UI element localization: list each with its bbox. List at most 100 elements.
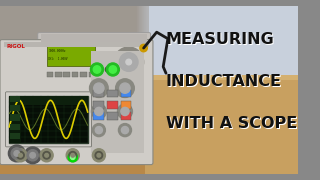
- Bar: [153, 6, 155, 76]
- Text: RIGOL: RIGOL: [6, 44, 25, 49]
- Bar: [157, 6, 158, 76]
- Text: CH1:  1.000V: CH1: 1.000V: [49, 57, 68, 61]
- FancyBboxPatch shape: [38, 33, 151, 84]
- Bar: [141, 6, 142, 76]
- Bar: [107, 101, 117, 109]
- Text: 1000.000Hz: 1000.000Hz: [49, 49, 66, 53]
- Circle shape: [95, 127, 102, 134]
- Bar: [138, 6, 140, 76]
- Circle shape: [103, 64, 114, 75]
- Bar: [92, 51, 144, 153]
- Text: WITH A SCOPE: WITH A SCOPE: [166, 116, 297, 131]
- Circle shape: [121, 127, 129, 134]
- Bar: [41, 34, 147, 42]
- Bar: [9, 96, 88, 143]
- Bar: [9, 96, 20, 143]
- Circle shape: [11, 148, 22, 159]
- Bar: [10, 124, 20, 130]
- Bar: [47, 42, 95, 66]
- Circle shape: [116, 79, 134, 97]
- Circle shape: [45, 153, 49, 157]
- Circle shape: [105, 67, 111, 72]
- Bar: [160, 6, 161, 76]
- Circle shape: [92, 149, 105, 162]
- Circle shape: [95, 107, 103, 116]
- Bar: [121, 101, 132, 109]
- Circle shape: [90, 79, 108, 97]
- Circle shape: [93, 66, 101, 73]
- Bar: [153, 6, 154, 76]
- FancyBboxPatch shape: [0, 40, 153, 165]
- Text: WITH A SCOPE: WITH A SCOPE: [167, 117, 298, 132]
- Bar: [0, 75, 299, 80]
- Bar: [148, 6, 149, 76]
- Text: MEASURING: MEASURING: [166, 32, 274, 47]
- Bar: [160, 6, 162, 76]
- Bar: [156, 6, 157, 76]
- Circle shape: [114, 47, 144, 77]
- Bar: [144, 6, 145, 76]
- Circle shape: [24, 147, 41, 164]
- Bar: [142, 6, 144, 76]
- Circle shape: [95, 152, 103, 159]
- Circle shape: [119, 53, 138, 71]
- Circle shape: [118, 124, 132, 137]
- Bar: [55, 72, 61, 77]
- Circle shape: [68, 152, 77, 162]
- Bar: [89, 72, 95, 77]
- Bar: [162, 6, 163, 76]
- Circle shape: [30, 152, 36, 158]
- Bar: [149, 6, 151, 76]
- Circle shape: [40, 149, 53, 162]
- Circle shape: [91, 63, 103, 76]
- Bar: [107, 90, 117, 97]
- Bar: [4, 42, 149, 47]
- Bar: [9, 96, 88, 105]
- Circle shape: [19, 153, 22, 157]
- Bar: [140, 6, 141, 76]
- Bar: [135, 6, 137, 76]
- Bar: [156, 6, 158, 76]
- Bar: [10, 114, 20, 121]
- Circle shape: [140, 44, 147, 52]
- Circle shape: [126, 59, 132, 65]
- Circle shape: [92, 104, 106, 119]
- Bar: [158, 6, 159, 76]
- Bar: [10, 105, 20, 111]
- Circle shape: [109, 66, 116, 73]
- Circle shape: [121, 107, 129, 116]
- Circle shape: [14, 149, 27, 162]
- Bar: [163, 6, 164, 76]
- Circle shape: [69, 152, 76, 159]
- Bar: [151, 6, 153, 76]
- Circle shape: [14, 151, 20, 156]
- Text: MEASURING: MEASURING: [167, 33, 275, 48]
- Circle shape: [70, 155, 75, 159]
- Bar: [72, 72, 78, 77]
- Bar: [63, 72, 70, 77]
- Circle shape: [43, 152, 50, 159]
- Bar: [10, 96, 20, 102]
- Bar: [158, 6, 160, 76]
- Bar: [0, 76, 299, 174]
- Bar: [155, 6, 156, 76]
- Circle shape: [97, 153, 101, 157]
- Bar: [147, 6, 148, 76]
- Bar: [161, 6, 163, 76]
- Circle shape: [92, 124, 105, 137]
- Bar: [145, 6, 147, 76]
- Bar: [80, 72, 87, 77]
- Bar: [154, 6, 156, 76]
- Bar: [137, 6, 138, 76]
- Bar: [136, 6, 137, 76]
- Bar: [10, 133, 20, 140]
- Bar: [139, 6, 140, 76]
- Circle shape: [27, 150, 38, 161]
- Bar: [152, 6, 153, 76]
- Circle shape: [94, 83, 104, 93]
- Bar: [148, 6, 150, 76]
- Bar: [107, 112, 117, 120]
- Circle shape: [106, 63, 119, 76]
- Text: INDUCTANCE: INDUCTANCE: [166, 74, 282, 89]
- Bar: [137, 6, 139, 76]
